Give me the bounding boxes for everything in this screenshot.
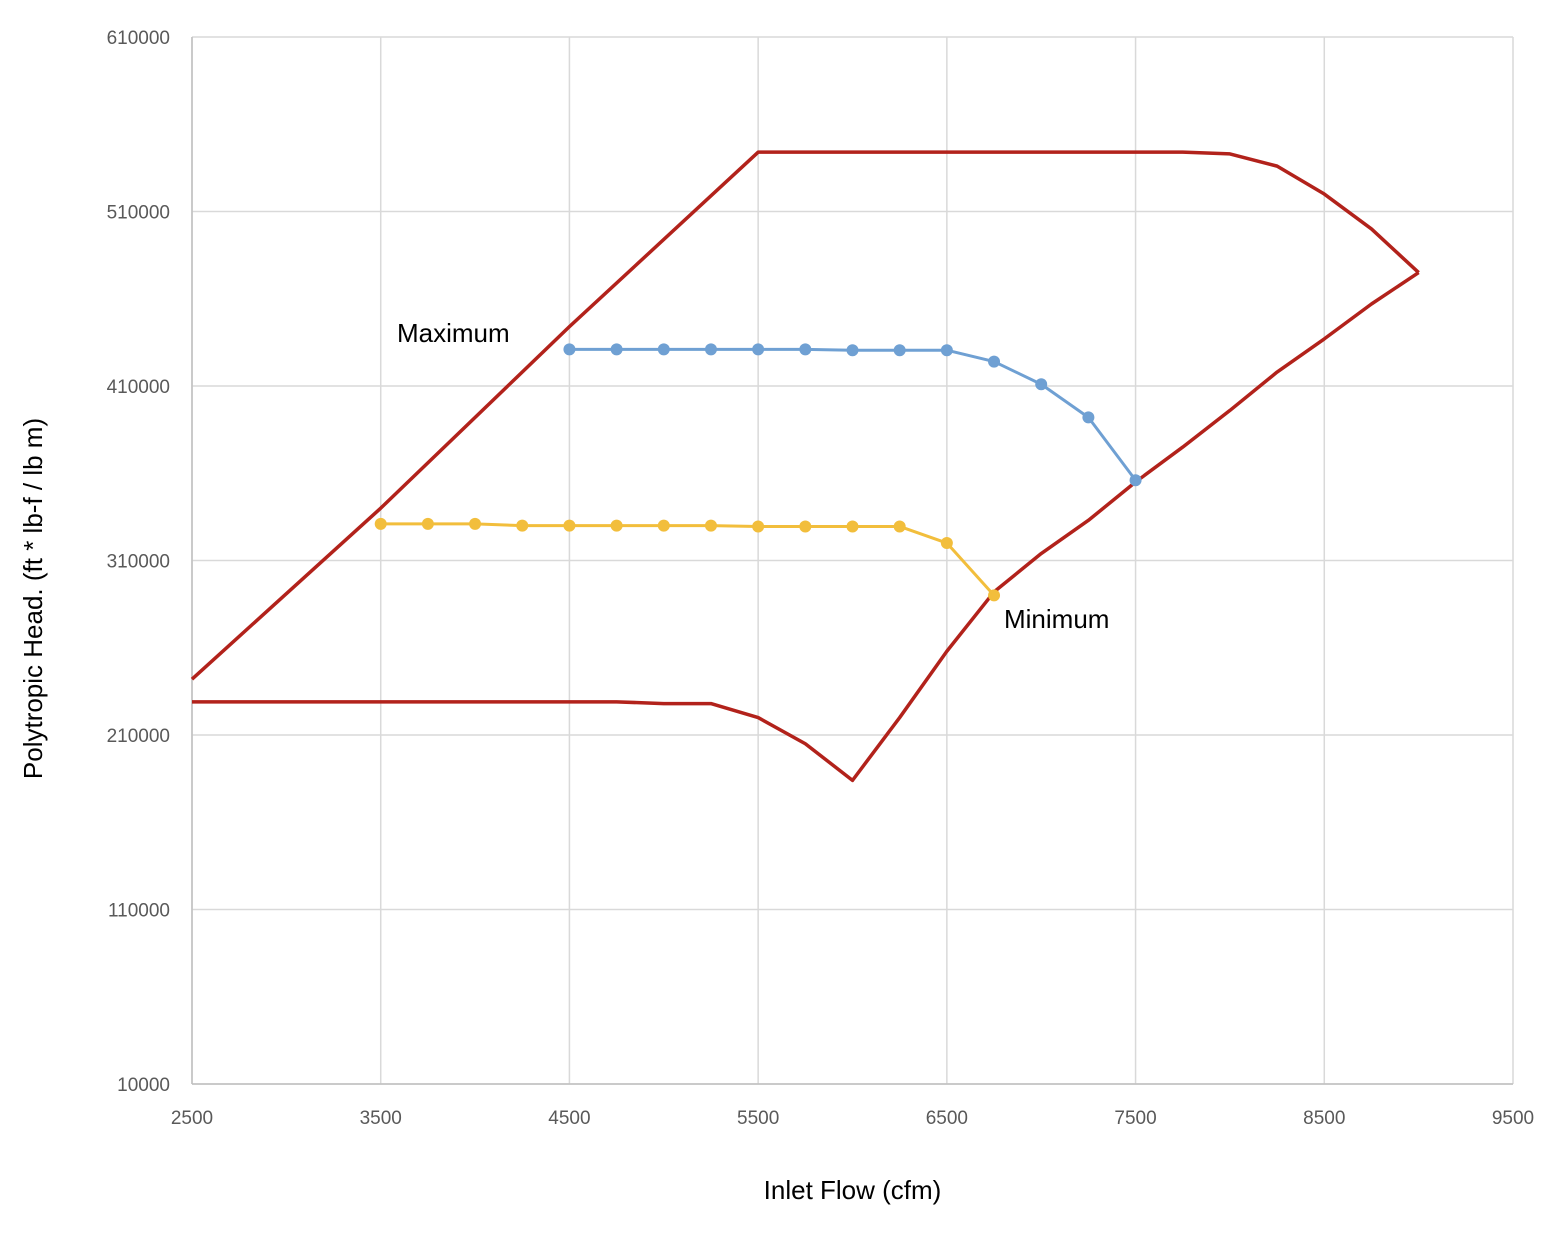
- minimum-curve-line: [380, 522, 996, 597]
- x-tick-label: 7500: [1114, 1108, 1156, 1129]
- x-tick-label: 2500: [171, 1108, 213, 1129]
- envelope-upper: [190, 150, 1420, 681]
- maximum-curve-point: [1129, 474, 1142, 487]
- minimum-curve-point: [752, 520, 765, 533]
- maximum-curve-point: [563, 343, 576, 356]
- maximum-curve-point: [657, 343, 670, 356]
- grid: [191, 36, 1514, 1085]
- minimum-curve-point: [610, 519, 623, 532]
- maximum-curve-point: [1035, 378, 1048, 391]
- x-tick-labels: 2500 3500 4500 5500 6500 7500 8500 9500: [171, 1108, 1534, 1129]
- maximum-curve-point: [799, 343, 812, 356]
- maximum-curve-point: [752, 343, 765, 356]
- x-tick-label: 9500: [1492, 1108, 1534, 1129]
- y-tick-labels: 10000 110000 210000 310000 410000 510000 61000…: [107, 28, 170, 1096]
- maximum-curve-line: [569, 347, 1137, 482]
- y-tick-label: 610000: [107, 28, 170, 49]
- envelope-upper-line: [190, 150, 1420, 681]
- y-tick-label: 210000: [107, 726, 170, 747]
- x-tick-label: 3500: [360, 1108, 402, 1129]
- axes: [191, 37, 1513, 1085]
- minimum-curve-point: [516, 519, 529, 532]
- x-tick-label: 5500: [737, 1108, 779, 1129]
- maximum-curve-point: [610, 343, 623, 356]
- minimum-curve-point: [657, 519, 670, 532]
- maximum-curve: [563, 343, 1142, 487]
- maximum-curve-point: [704, 343, 717, 356]
- maximum-curve-point: [940, 344, 953, 357]
- maximum-curve-point: [893, 344, 906, 357]
- maximum-curve-point: [1082, 411, 1095, 424]
- minimum-curve-point: [469, 517, 482, 530]
- x-tick-label: 8500: [1303, 1108, 1345, 1129]
- minimum-curve-point: [846, 520, 859, 533]
- y-tick-label: 310000: [107, 552, 170, 573]
- minimum-curve-point: [799, 520, 812, 533]
- minimum-curve-point: [988, 589, 1001, 602]
- minimum-curve-point: [374, 517, 387, 530]
- y-tick-label: 10000: [117, 1075, 170, 1096]
- maximum-curve-point: [988, 355, 1001, 368]
- minimum-curve-point: [893, 520, 906, 533]
- y-tick-label: 410000: [107, 377, 170, 398]
- minimum-curve: [374, 517, 1001, 602]
- y-axis-title: Polytropic Head. (ft * lb-f / lb m): [18, 418, 48, 779]
- minimum-curve-point: [563, 519, 576, 532]
- y-tick-label: 510000: [107, 203, 170, 224]
- minimum-curve-point: [421, 517, 434, 530]
- x-tick-label: 4500: [548, 1108, 590, 1129]
- maximum-curve-point: [846, 344, 859, 357]
- series-layer: [190, 150, 1420, 783]
- minimum-label: Minimum: [1004, 604, 1109, 634]
- minimum-curve-point: [940, 537, 953, 550]
- x-axis-title: Inlet Flow (cfm): [764, 1175, 942, 1205]
- minimum-curve-point: [704, 519, 717, 532]
- x-tick-label: 6500: [926, 1108, 968, 1129]
- maximum-label: Maximum: [397, 318, 510, 348]
- y-tick-label: 110000: [108, 901, 170, 922]
